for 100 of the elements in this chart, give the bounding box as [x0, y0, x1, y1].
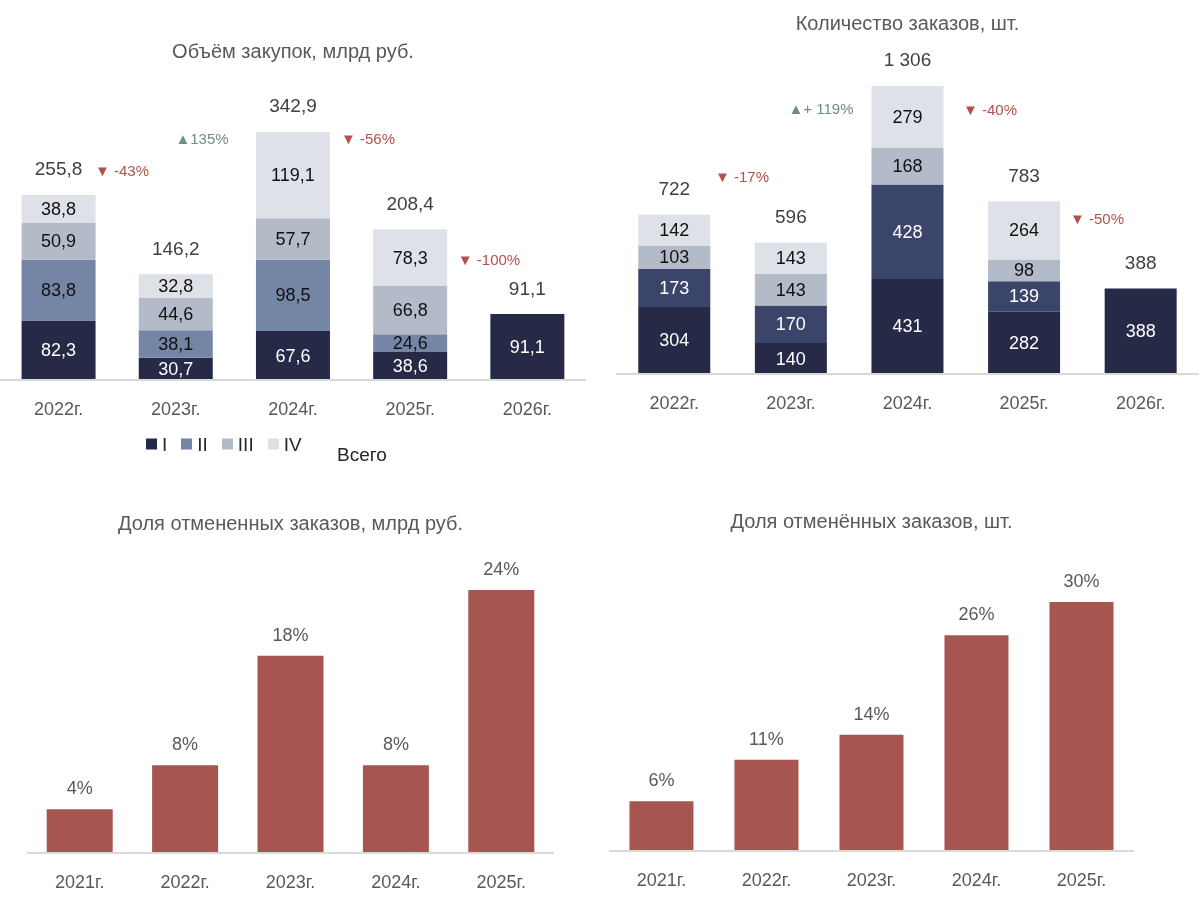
annotation: ▼ -40%	[962, 100, 1018, 118]
bar	[638, 268, 711, 307]
annotation: ▼ -56%	[340, 129, 396, 147]
bar	[839, 734, 904, 851]
bar	[21, 320, 96, 380]
data-label: 24%	[483, 558, 520, 579]
chart-title: Доля отменённых заказов, шт.	[730, 510, 1013, 532]
data-label: 119,1	[271, 165, 315, 186]
data-label: 8%	[172, 734, 199, 755]
bar	[734, 759, 799, 851]
data-label: 173	[659, 277, 690, 298]
data-label: 14%	[853, 703, 890, 724]
legend-label: IV	[283, 433, 302, 455]
bar	[1049, 602, 1114, 851]
data-label: 388	[1125, 321, 1156, 342]
x-tick-label: 2025г.	[476, 871, 527, 892]
bar	[362, 765, 429, 853]
data-label: 32,8	[158, 276, 194, 297]
bar	[754, 305, 827, 344]
total-label: 1 306	[883, 49, 932, 71]
bar	[754, 274, 827, 306]
bar	[871, 85, 944, 148]
chart-title: Объём закупок, млрд руб.	[172, 40, 414, 62]
x-tick-label: 2023г.	[766, 392, 816, 413]
annotation: ▲+ 119%	[788, 99, 854, 117]
data-label: 26%	[958, 604, 995, 625]
bar	[373, 285, 448, 335]
x-tick-label: 2025г.	[385, 398, 435, 419]
data-label: 38,1	[158, 334, 194, 355]
total-label: 255,8	[34, 158, 83, 180]
bar	[638, 214, 711, 247]
bar	[255, 331, 330, 380]
data-label: 264	[1009, 220, 1040, 241]
annotation: ▼ -50%	[1069, 209, 1125, 227]
total-label: 388	[1124, 251, 1157, 273]
x-tick-label: 2021г.	[54, 871, 105, 892]
legend-label: I	[162, 433, 168, 455]
x-tick-label: 2023г.	[846, 869, 897, 890]
x-tick-label: 2022г.	[741, 869, 792, 890]
annotation: ▼ -17%	[714, 167, 770, 185]
bar	[490, 314, 565, 380]
data-label: 103	[659, 247, 690, 268]
data-label: 38,6	[392, 356, 428, 377]
total-label: 146,2	[151, 237, 200, 259]
data-label: 279	[892, 106, 923, 127]
bar	[257, 655, 324, 853]
legend-label: II	[197, 433, 208, 455]
annotation: ▼ -100%	[457, 250, 521, 268]
data-label: 168	[892, 156, 923, 176]
data-label: 142	[659, 220, 690, 241]
data-label: 44,6	[158, 304, 194, 325]
data-label: 50,9	[41, 231, 77, 252]
total-label: 91,1	[508, 277, 546, 299]
bar	[21, 259, 96, 321]
data-label: 6%	[648, 770, 675, 791]
data-label: 170	[775, 314, 806, 335]
data-label: 67,6	[275, 345, 311, 366]
x-tick-label: 2026г.	[1115, 392, 1166, 413]
legend-label: III	[237, 433, 254, 455]
total-label: 208,4	[386, 192, 435, 214]
x-tick-label: 2025г.	[1056, 869, 1107, 890]
data-label: 18%	[272, 624, 309, 645]
bar	[754, 242, 827, 275]
bar	[21, 223, 96, 260]
bar	[871, 147, 944, 185]
bar	[871, 278, 944, 374]
data-label: 78,3	[392, 247, 428, 268]
data-label: 98,5	[275, 285, 311, 306]
x-tick-label: 2022г.	[160, 871, 210, 892]
data-label: 140	[775, 348, 806, 369]
data-label: 428	[892, 221, 923, 242]
bar	[944, 635, 1009, 851]
bar	[871, 184, 944, 279]
data-label: 83,8	[41, 280, 77, 301]
data-label: 282	[1009, 332, 1040, 353]
bar	[988, 201, 1061, 260]
chart-title: Доля отмененных заказов, млрд руб.	[117, 512, 464, 534]
x-tick-label: 2022г.	[33, 398, 84, 419]
bar	[1104, 288, 1177, 374]
x-tick-label: 2025г.	[999, 392, 1049, 413]
total-label: 722	[658, 178, 691, 200]
bar	[138, 297, 213, 331]
x-tick-label: 2024г.	[371, 871, 421, 892]
data-label: 4%	[66, 778, 93, 799]
data-label: 57,7	[275, 229, 311, 249]
x-tick-label: 2021г.	[636, 869, 687, 890]
x-tick-label: 2024г.	[268, 398, 318, 419]
data-label: 91,1	[509, 337, 545, 358]
annotation: ▲135%	[175, 129, 229, 147]
data-label: 30%	[1063, 571, 1100, 592]
annotation: ▼ -43%	[94, 161, 150, 179]
bar	[255, 218, 330, 260]
data-label: 431	[892, 316, 923, 337]
total-label: 596	[775, 206, 807, 228]
x-tick-label: 2024г.	[951, 869, 1002, 890]
bar	[255, 259, 330, 332]
data-label: 304	[659, 330, 690, 351]
x-tick-label: 2024г.	[882, 392, 933, 413]
bar	[468, 589, 535, 853]
bar	[988, 311, 1061, 374]
